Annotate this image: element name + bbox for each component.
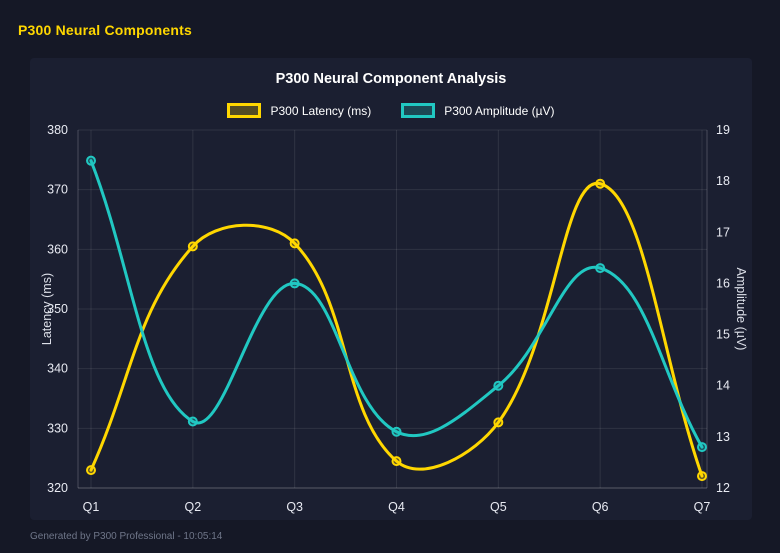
data-point-marker (697, 442, 707, 453)
chart-legend: P300 Latency (ms) P300 Amplitude (µV) (30, 103, 752, 118)
left-axis-title: Latency (ms) (40, 273, 54, 345)
left-tick-label: 380 (47, 123, 68, 137)
right-tick-label: 12 (716, 481, 730, 495)
data-point-marker (493, 417, 504, 428)
left-tick-label: 370 (47, 183, 68, 197)
x-tick-label: Q4 (388, 500, 405, 514)
data-point-marker (86, 155, 96, 166)
right-tick-label: 15 (716, 328, 730, 342)
data-point-marker (391, 426, 402, 437)
right-tick-label: 19 (716, 123, 730, 137)
legend-label-amplitude: P300 Amplitude (µV) (444, 103, 555, 118)
latency-swatch-icon (227, 103, 262, 118)
data-point-marker (289, 278, 300, 289)
footer-status-text: Generated by P300 Professional - 10:05:1… (30, 531, 223, 542)
x-tick-label: Q1 (83, 500, 100, 514)
amplitude-swatch-icon (401, 103, 436, 118)
x-tick-label: Q5 (490, 500, 507, 514)
x-tick-label: Q6 (592, 500, 609, 514)
left-tick-label: 350 (47, 302, 68, 316)
data-point-marker (595, 263, 606, 274)
latency-line (89, 182, 704, 478)
left-tick-label: 360 (47, 242, 68, 256)
amplitude-line (89, 159, 704, 449)
data-point-marker (595, 178, 606, 189)
data-point-marker (289, 238, 300, 249)
left-tick-label: 340 (47, 362, 68, 376)
x-tick-label: Q2 (184, 500, 201, 514)
x-tick-label: Q7 (694, 500, 711, 514)
right-tick-label: 14 (716, 379, 730, 393)
left-tick-label: 320 (47, 481, 68, 495)
right-tick-label: 18 (716, 174, 730, 188)
data-point-marker (493, 380, 504, 391)
right-tick-label: 16 (716, 276, 730, 290)
legend-label-latency: P300 Latency (ms) (270, 103, 372, 118)
chart-title: P300 Neural Component Analysis (275, 71, 507, 87)
data-point-marker (187, 241, 198, 252)
right-tick-label: 13 (716, 430, 730, 444)
data-point-marker (697, 471, 707, 482)
x-tick-label: Q3 (286, 500, 303, 514)
chart-panel: P300 Neural Component Analysis P300 Late… (30, 58, 752, 520)
right-tick-label: 17 (716, 225, 730, 239)
data-point-marker (391, 456, 402, 467)
legend-item-amplitude[interactable]: P300 Amplitude (µV) (401, 103, 555, 118)
data-point-marker (187, 416, 198, 427)
data-point-marker (86, 465, 96, 476)
legend-item-latency[interactable]: P300 Latency (ms) (227, 103, 371, 118)
right-axis-title: Amplitude (µV) (734, 268, 748, 351)
left-tick-label: 330 (47, 421, 68, 435)
page-title: P300 Neural Components (18, 22, 192, 38)
